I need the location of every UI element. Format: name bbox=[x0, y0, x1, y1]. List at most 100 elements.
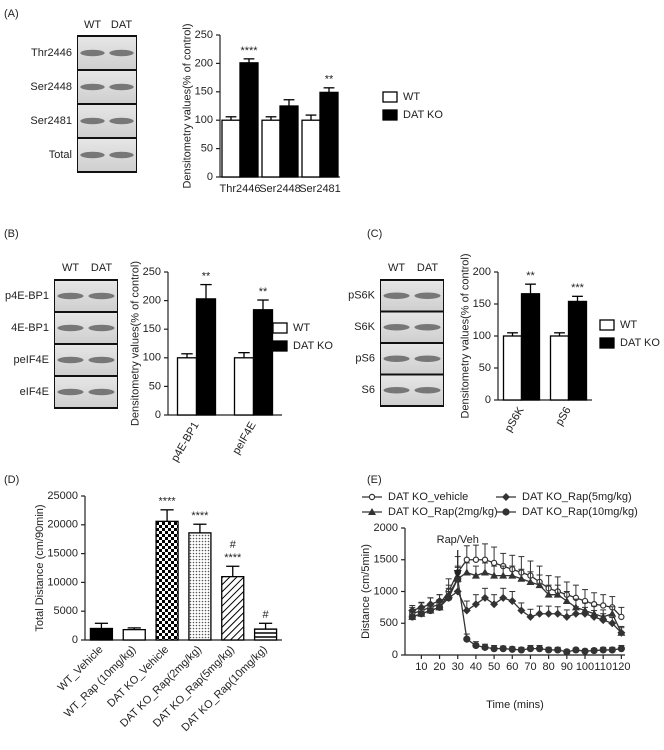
y-tick-label: 1000 bbox=[374, 585, 398, 597]
y-axis-title: Total Distance (cm/90min) bbox=[34, 504, 46, 631]
marker bbox=[490, 600, 499, 609]
bar bbox=[155, 520, 179, 641]
marker bbox=[463, 635, 471, 643]
x-tick-label: Ser2448 bbox=[259, 183, 301, 195]
line bbox=[412, 559, 622, 618]
x-tick-label: 10 bbox=[415, 661, 427, 673]
blot-row-label: Ser2448 bbox=[30, 81, 72, 93]
y-tick-label: 0 bbox=[155, 409, 161, 421]
blot-row-label: S6 bbox=[362, 384, 375, 396]
marker bbox=[526, 612, 535, 621]
y-tick-label: 250 bbox=[143, 266, 161, 278]
x-tick-label: 60 bbox=[506, 661, 518, 673]
marker bbox=[471, 600, 480, 609]
blot-row-label: Thr2446 bbox=[31, 47, 72, 59]
panel-label: (D) bbox=[4, 474, 19, 486]
y-tick-label: 0 bbox=[485, 394, 491, 406]
annotation: Rap/Veh bbox=[437, 534, 479, 546]
y-tick-label: 10000 bbox=[47, 576, 78, 588]
blot-band bbox=[414, 387, 441, 394]
y-tick-label: 250 bbox=[195, 29, 213, 41]
bar bbox=[195, 298, 217, 416]
marker bbox=[526, 645, 535, 653]
marker bbox=[508, 645, 516, 653]
y-tick-label: 25000 bbox=[47, 490, 78, 502]
x-tick-label: 100 bbox=[576, 661, 594, 673]
marker bbox=[590, 646, 598, 655]
marker bbox=[517, 646, 525, 654]
blot-row-label: 4E-BP1 bbox=[11, 322, 49, 334]
marker bbox=[562, 597, 571, 605]
x-tick-label: 40 bbox=[470, 661, 482, 673]
bar bbox=[239, 62, 259, 178]
marker bbox=[445, 594, 453, 602]
marker bbox=[599, 646, 607, 654]
blot-band bbox=[383, 324, 410, 331]
legend-swatch bbox=[599, 319, 615, 331]
y-tick-label: 0 bbox=[207, 171, 213, 183]
blot-row-label: pS6 bbox=[355, 353, 375, 365]
panel-label: (A) bbox=[4, 8, 19, 20]
marker bbox=[462, 606, 471, 615]
legend-label: WT bbox=[293, 322, 310, 334]
marker bbox=[608, 609, 617, 617]
marker bbox=[544, 590, 553, 598]
x-tick-label: 110 bbox=[594, 661, 612, 673]
bar bbox=[261, 119, 281, 178]
panel-label: (C) bbox=[367, 228, 382, 240]
blot-band bbox=[109, 151, 134, 159]
y-tick-label: 500 bbox=[380, 617, 398, 629]
blot-band bbox=[414, 355, 441, 362]
y-tick-label: 50 bbox=[201, 143, 213, 155]
y-tick-label: 0 bbox=[72, 634, 78, 646]
marker bbox=[608, 619, 617, 628]
legend-swatch bbox=[599, 337, 615, 349]
significance: ** bbox=[526, 270, 535, 282]
significance: ** bbox=[325, 74, 334, 86]
marker bbox=[562, 612, 571, 621]
marker bbox=[462, 568, 471, 576]
marker bbox=[553, 590, 562, 598]
blot-lane-label: WT bbox=[84, 19, 101, 31]
y-tick-label: 200 bbox=[143, 295, 161, 307]
blot-lane-label: DAT bbox=[111, 19, 132, 31]
blot-band bbox=[80, 151, 105, 159]
y-tick-label: 5000 bbox=[54, 605, 78, 617]
marker bbox=[554, 646, 562, 654]
blot-row-label: peIF4E bbox=[14, 354, 49, 366]
blot-lane-label: WT bbox=[388, 262, 405, 274]
legend-swatch bbox=[272, 322, 288, 334]
marker bbox=[499, 645, 507, 653]
legend-swatch bbox=[272, 340, 288, 352]
y-tick-label: 50 bbox=[149, 380, 161, 392]
marker bbox=[608, 646, 616, 654]
bar bbox=[567, 300, 588, 401]
blot-band bbox=[57, 356, 84, 364]
blot-band bbox=[109, 117, 134, 125]
marker bbox=[545, 646, 553, 654]
bar bbox=[122, 628, 146, 641]
blot-band bbox=[383, 387, 410, 394]
legend-label: DAT KO_vehicle bbox=[388, 491, 468, 503]
y-tick-label: 1500 bbox=[374, 554, 398, 566]
y-tick-label: 150 bbox=[473, 298, 491, 310]
x-tick-label: 70 bbox=[524, 661, 536, 673]
bar bbox=[89, 627, 114, 641]
x-tick-label: Thr2446 bbox=[220, 183, 261, 195]
y-tick-label: 15000 bbox=[47, 548, 78, 560]
x-tick-label: 30 bbox=[452, 661, 464, 673]
x-axis-title: Time (mins) bbox=[486, 699, 544, 711]
y-tick-label: 150 bbox=[195, 86, 213, 98]
bar bbox=[188, 532, 212, 641]
x-tick-label: p4E-BP1 bbox=[169, 420, 201, 464]
blot-lane-label: DAT bbox=[91, 262, 112, 274]
blot-band bbox=[109, 49, 134, 57]
marker bbox=[544, 609, 553, 618]
marker bbox=[490, 571, 499, 579]
y-tick-label: 150 bbox=[143, 323, 161, 335]
bar bbox=[502, 335, 523, 401]
marker bbox=[553, 609, 562, 618]
significance: ** bbox=[259, 286, 268, 298]
x-tick-label: 80 bbox=[543, 661, 555, 673]
